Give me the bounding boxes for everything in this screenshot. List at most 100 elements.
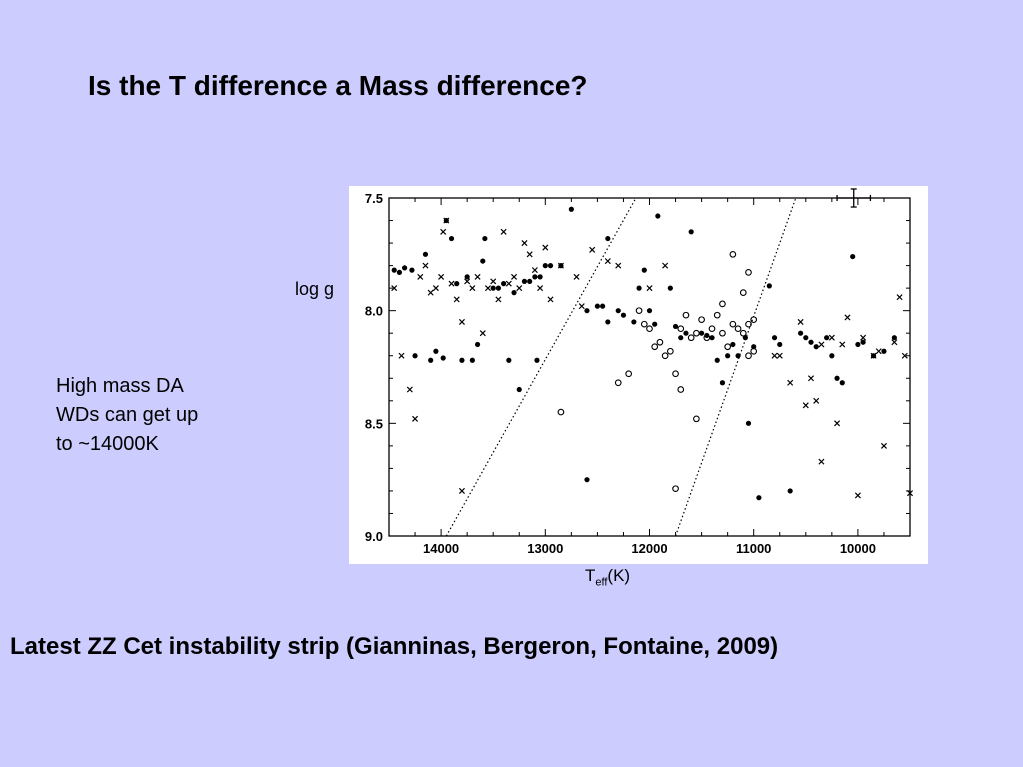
filled-circle-point <box>490 285 496 291</box>
open-circle-point <box>698 316 705 324</box>
open-circle-point <box>729 250 737 258</box>
filled-circle-point <box>735 353 741 359</box>
cross-point <box>448 280 455 287</box>
cross-point <box>818 341 825 348</box>
filled-circle-point <box>787 488 793 494</box>
cross-point-stroke <box>417 273 424 280</box>
filled-circle-point <box>469 357 475 363</box>
cross-point <box>797 318 804 325</box>
cross-point <box>440 228 447 235</box>
filled-circle-point <box>730 341 736 348</box>
open-circle-point <box>677 325 685 333</box>
cross-point-stroke <box>537 285 544 292</box>
filled-circle-point <box>391 267 397 273</box>
cross-point-stroke <box>422 262 429 269</box>
filled-circle-point <box>584 477 590 483</box>
filled-circle-point <box>422 251 429 257</box>
cross-point-stroke <box>818 341 825 348</box>
filled-circle-point <box>777 341 783 348</box>
cross-point-stroke <box>802 402 809 409</box>
filled-circle-point <box>534 357 540 363</box>
cross-point-stroke <box>398 352 405 359</box>
cross-point-stroke <box>896 294 903 301</box>
cross-point-stroke <box>505 280 512 287</box>
cross-point-stroke <box>453 296 460 303</box>
cross-point-stroke <box>526 251 533 258</box>
cross-point-stroke <box>818 458 825 465</box>
filled-circle-point <box>516 386 522 393</box>
x-tick-label: 14000 <box>423 541 459 556</box>
cross-point-stroke <box>412 415 419 422</box>
filled-circle-point <box>891 335 897 341</box>
filled-circle-point <box>667 285 673 291</box>
plot-frame <box>388 197 911 537</box>
open-circle-point <box>739 289 747 296</box>
cross-point <box>490 278 497 285</box>
filled-circle-point <box>797 330 804 336</box>
open-circle-point <box>651 343 659 351</box>
cross-point-stroke <box>448 280 455 287</box>
cross-point-stroke <box>875 348 882 355</box>
cross-point <box>406 386 413 393</box>
filled-circle-point <box>688 229 694 235</box>
cross-point-stroke <box>880 442 887 449</box>
filled-circle-point <box>584 308 590 314</box>
cross-point-stroke <box>604 258 611 265</box>
cross-point-stroke <box>906 490 914 497</box>
cross-point <box>495 296 502 303</box>
cross-point <box>813 397 820 404</box>
filled-circle-point <box>412 353 418 359</box>
open-circle-point <box>703 334 711 342</box>
cross-point-stroke <box>432 285 439 292</box>
cross-point <box>458 487 465 494</box>
cross-point-stroke <box>844 314 851 321</box>
cross-point-stroke <box>469 285 476 292</box>
y-tick-label: 7.5 <box>365 191 383 206</box>
y-tick-label: 9.0 <box>365 529 383 544</box>
filled-circle-point <box>829 353 835 359</box>
filled-circle-point <box>440 355 446 361</box>
cross-point <box>458 318 465 325</box>
x-axis-label: Teff(K) <box>585 566 630 588</box>
cross-point <box>438 273 445 280</box>
open-circle-point <box>693 415 700 423</box>
error-bar <box>836 188 872 208</box>
cross-point-stroke <box>500 228 507 235</box>
open-circle-point <box>614 379 622 387</box>
y-tick-label: 8.0 <box>365 304 383 319</box>
open-circle-point <box>734 325 742 333</box>
instability-strip-boundary-line <box>445 198 637 536</box>
open-circle-point <box>666 347 674 355</box>
open-circle-point <box>729 320 737 328</box>
cross-point-stroke <box>807 375 815 382</box>
cross-point <box>807 375 815 382</box>
filled-circle-point <box>850 253 856 260</box>
cross-point <box>573 273 580 280</box>
cross-point <box>615 262 622 269</box>
cross-point <box>854 492 861 499</box>
cross-point <box>391 285 398 292</box>
scatter-plot-panel: 14000 13000 12000 11000 10000 7.5 8.0 8.5 9.0 <box>349 186 928 564</box>
cross-point-stroke <box>573 273 580 280</box>
cross-point-stroke <box>797 318 804 325</box>
y-axis-label: log g <box>295 279 335 299</box>
cross-point <box>844 314 851 321</box>
open-circle-point <box>656 338 664 346</box>
cross-point-stroke <box>490 278 497 285</box>
filled-circle-point <box>881 348 887 354</box>
cross-point-stroke <box>860 334 867 341</box>
cross-point <box>771 352 778 359</box>
cross-point-stroke <box>474 273 481 280</box>
cross-point <box>776 352 783 359</box>
cross-point-stroke <box>557 262 564 269</box>
filled-circle-point <box>714 357 720 363</box>
cross-point-stroke <box>458 318 465 325</box>
filled-circle-point <box>482 235 488 242</box>
open-circle-point <box>557 408 565 416</box>
cross-point <box>469 285 476 292</box>
open-circle-point <box>672 485 679 493</box>
cross-point <box>604 258 611 265</box>
open-circle-point <box>739 329 747 337</box>
y-tick-label: 8.5 <box>365 416 383 431</box>
cross-point-stroke <box>440 228 447 235</box>
